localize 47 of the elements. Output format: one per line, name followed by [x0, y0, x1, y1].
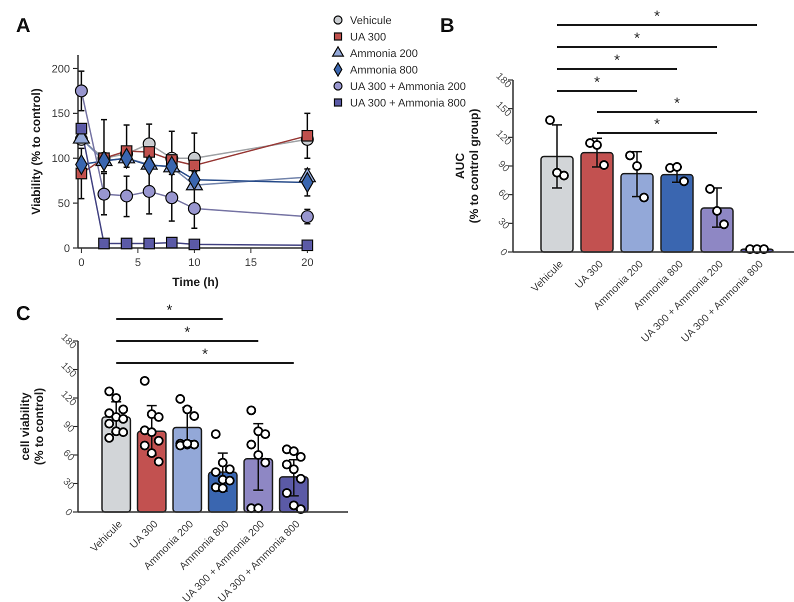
x-tick-label: 10 — [188, 257, 200, 269]
legend-label: UA 300 + Ammonia 200 — [350, 80, 466, 93]
y-tick-label: 180 — [494, 70, 514, 91]
y-tick-label: 120 — [58, 388, 78, 409]
text: * — [166, 302, 173, 319]
legend-label: Ammonia 800 — [350, 64, 418, 76]
x-axis-title: Time (h) — [172, 275, 219, 289]
y-tick-label: 120 — [494, 128, 514, 148]
chart-title: A — [16, 15, 30, 37]
legend-label: Vehicule — [350, 14, 392, 27]
annotation: * — [674, 95, 680, 112]
y-tick-label: 150 — [52, 108, 70, 120]
annotation: * — [594, 74, 600, 91]
x-tick-label: 20 — [301, 257, 314, 269]
x-tick-label: 15 — [244, 257, 257, 269]
annotation: * — [184, 324, 190, 341]
legend-label: UA 300 + Ammonia 800 — [350, 97, 466, 110]
y-tick-label: 30 — [60, 476, 76, 492]
y-tick-label: 30 — [495, 216, 512, 232]
y-tick-label: 100 — [52, 153, 70, 166]
y-tick-label: 60 — [60, 448, 76, 464]
y-tick-label: 180 — [58, 332, 78, 352]
y-tick-label: 200 — [52, 63, 70, 76]
chart-title: C — [16, 303, 30, 325]
y-tick-label: 90 — [495, 158, 512, 175]
x-tick-label: UA 300 — [128, 518, 161, 552]
y-axis-title: Viability (% to control) — [29, 88, 43, 215]
y-axis-title: AUC (% to control group) — [453, 108, 481, 224]
chart-title: B — [440, 15, 454, 37]
text: * — [614, 52, 620, 69]
annotation: * — [202, 346, 208, 363]
y-axis-title: cell viability (% to control) — [18, 388, 46, 466]
text: * — [654, 8, 660, 25]
y-tick-label: 90 — [60, 419, 76, 436]
y-tick-label: 0 — [64, 242, 70, 255]
x-tick-label: UA 300 — [572, 258, 606, 292]
annotation: * — [654, 116, 660, 133]
y-tick-label: 50 — [58, 198, 70, 210]
text: * — [634, 30, 640, 47]
legend-label: UA 300 — [350, 31, 386, 44]
y-tick-label: 60 — [495, 188, 512, 204]
legend-label: Ammonia 200 — [350, 48, 418, 60]
y-tick-label: 150 — [58, 360, 78, 380]
y-tick-label: 0 — [497, 246, 510, 259]
y-tick-label: 0 — [62, 506, 74, 519]
y-tick-label: 150 — [494, 100, 514, 120]
x-tick-label: 5 — [134, 257, 141, 269]
